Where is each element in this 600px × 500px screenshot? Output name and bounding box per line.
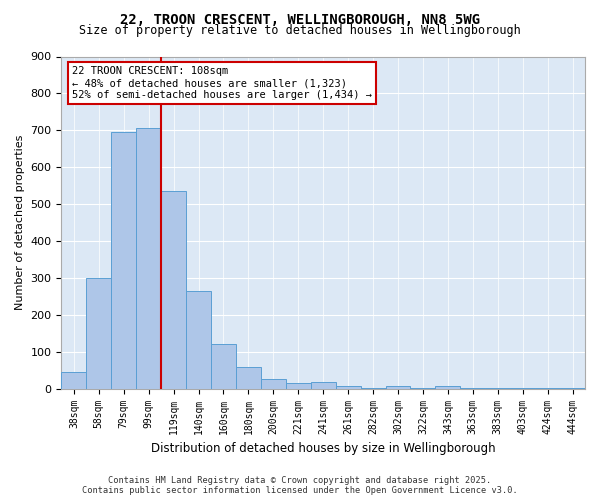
Bar	[86, 278, 111, 388]
Bar	[136, 128, 161, 388]
Bar	[236, 366, 261, 388]
Text: Contains HM Land Registry data © Crown copyright and database right 2025.
Contai: Contains HM Land Registry data © Crown c…	[82, 476, 518, 495]
Y-axis label: Number of detached properties: Number of detached properties	[15, 135, 25, 310]
Bar	[386, 386, 410, 388]
X-axis label: Distribution of detached houses by size in Wellingborough: Distribution of detached houses by size …	[151, 442, 496, 455]
Text: Size of property relative to detached houses in Wellingborough: Size of property relative to detached ho…	[79, 24, 521, 37]
Text: 22, TROON CRESCENT, WELLINGBOROUGH, NN8 5WG: 22, TROON CRESCENT, WELLINGBOROUGH, NN8 …	[120, 12, 480, 26]
Bar	[311, 382, 335, 388]
Bar	[436, 386, 460, 388]
Text: 22 TROON CRESCENT: 108sqm
← 48% of detached houses are smaller (1,323)
52% of se: 22 TROON CRESCENT: 108sqm ← 48% of detac…	[72, 66, 372, 100]
Bar	[111, 132, 136, 388]
Bar	[261, 380, 286, 388]
Bar	[286, 383, 311, 388]
Bar	[335, 386, 361, 388]
Bar	[161, 191, 186, 388]
Bar	[186, 291, 211, 388]
Bar	[211, 344, 236, 389]
Bar	[61, 372, 86, 388]
